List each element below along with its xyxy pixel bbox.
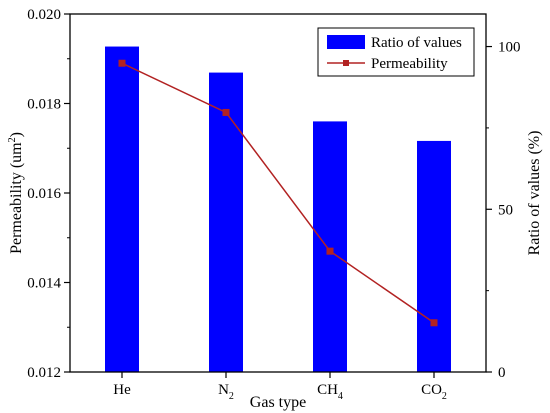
bar-he: [105, 46, 139, 372]
permeability-point: [118, 59, 126, 67]
y-axis-left-title-sup: 2: [7, 137, 18, 142]
x-tick-label-base: CH: [317, 382, 338, 398]
y-axis-left-title-prefix: Permeability (um: [8, 142, 25, 254]
legend-label-ratio: Ratio of values: [371, 35, 462, 51]
bar-co: [417, 140, 451, 372]
bar-series: [105, 46, 451, 373]
bar-n: [209, 72, 243, 372]
y-right-tick-label: 100: [498, 40, 521, 56]
y-left-tick-label: 0.014: [27, 276, 61, 292]
y-axis-left-title-suffix: ): [8, 132, 25, 137]
y-axis-right-title: Ratio of values (%): [526, 131, 543, 256]
y-left-tick-label: 0.012: [27, 365, 61, 381]
bar-ch: [313, 121, 347, 373]
x-tick-label-base: N: [218, 382, 229, 398]
y-left-tick-label: 0.018: [27, 97, 61, 113]
x-tick-label: N2: [218, 382, 234, 402]
permeability-point: [326, 247, 334, 255]
x-tick-label: He: [113, 382, 131, 398]
permeability-point: [430, 319, 438, 327]
y-right-tick-label: 0: [498, 365, 506, 381]
legend-swatch-ratio: [327, 35, 365, 49]
x-axis-title: Gas type: [250, 394, 306, 411]
y-left-tick-label: 0.016: [27, 186, 61, 202]
legend-label-permeability: Permeability: [371, 56, 448, 72]
permeability-line: [121, 62, 435, 324]
permeability-point: [222, 108, 230, 116]
y-right-tick-label: 50: [498, 202, 513, 218]
line-series: [118, 59, 438, 327]
x-tick-label-sub: 2: [442, 391, 447, 402]
x-tick-label-sub: 2: [229, 391, 234, 402]
legend: Ratio of values Permeability: [317, 27, 475, 77]
x-tick-label-base: He: [113, 382, 131, 398]
legend-swatch-permeability-marker: [343, 60, 349, 66]
x-tick-label: CH4: [317, 382, 343, 402]
x-tick-label-sub: 4: [338, 391, 343, 402]
y-left-tick-label: 0.020: [27, 7, 61, 23]
x-tick-label-base: CO: [421, 382, 442, 398]
y-axis-left-title: Permeability (um2): [7, 132, 25, 254]
x-tick-label: CO2: [421, 382, 447, 402]
